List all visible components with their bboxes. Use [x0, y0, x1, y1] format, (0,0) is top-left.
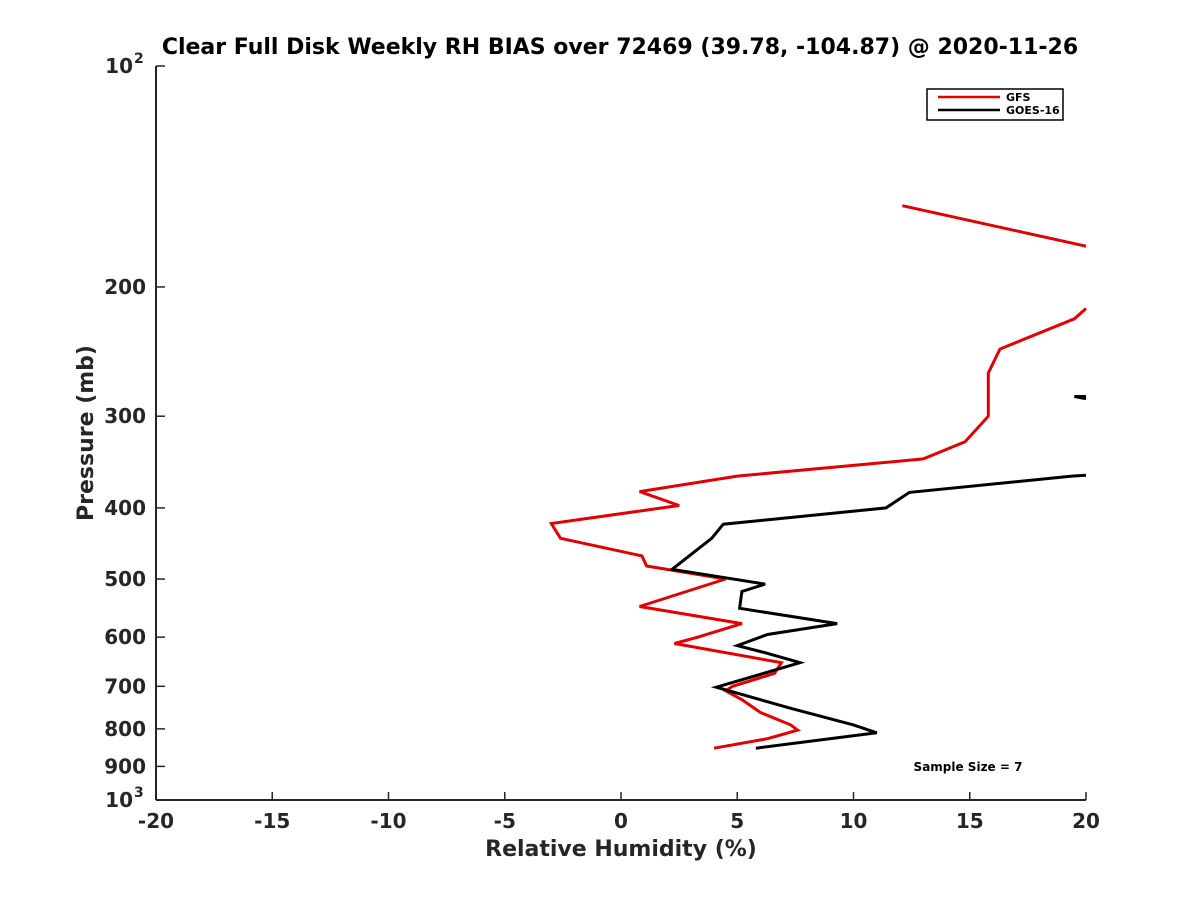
y-tick-label: 10 — [105, 788, 133, 812]
x-tick-label: -5 — [494, 809, 516, 833]
y-tick-label: 900 — [104, 754, 146, 778]
series-line-goes16 — [1074, 395, 1087, 401]
legend: GFS GOES-16 — [926, 88, 1064, 121]
x-tick-label: 15 — [956, 809, 984, 833]
y-tick-label: 200 — [104, 275, 146, 299]
plot-lines — [548, 204, 1087, 750]
axes — [155, 66, 1086, 801]
x-tick-label: 5 — [730, 809, 744, 833]
x-axis-label: Relative Humidity (%) — [485, 837, 757, 862]
chart-title: Clear Full Disk Weekly RH BIAS over 7246… — [162, 35, 1078, 60]
y-tick-exponent: 2 — [134, 51, 144, 67]
sample-size-annotation: Sample Size = 7 — [914, 760, 1023, 774]
legend-box — [926, 88, 1064, 121]
x-tick-label: -15 — [254, 809, 290, 833]
series-line-gfs — [548, 307, 1087, 750]
y-tick-label: 500 — [104, 567, 146, 591]
y-axis-label: Pressure (mb) — [74, 345, 99, 521]
y-tick-label: 400 — [104, 496, 146, 520]
x-tick-label: 10 — [840, 809, 868, 833]
x-ticks: -20 -15 -10 -5 0 5 10 15 20 — [138, 792, 1100, 833]
y-tick-exponent: 3 — [134, 785, 144, 801]
x-tick-label: 0 — [614, 809, 628, 833]
x-tick-label: 20 — [1072, 809, 1100, 833]
x-tick-label: -10 — [370, 809, 406, 833]
y-tick-label: 10 — [105, 54, 133, 78]
series-line-goes16 — [668, 473, 1087, 750]
x-tick-label: -20 — [138, 809, 174, 833]
y-tick-label: 600 — [104, 625, 146, 649]
legend-label-gfs: GFS — [1006, 91, 1031, 104]
y-tick-label: 300 — [104, 404, 146, 428]
y-tick-label: 700 — [104, 674, 146, 698]
legend-label-goes16: GOES-16 — [1006, 104, 1060, 117]
series-line-gfs — [901, 204, 1087, 248]
y-tick-label: 800 — [104, 717, 146, 741]
